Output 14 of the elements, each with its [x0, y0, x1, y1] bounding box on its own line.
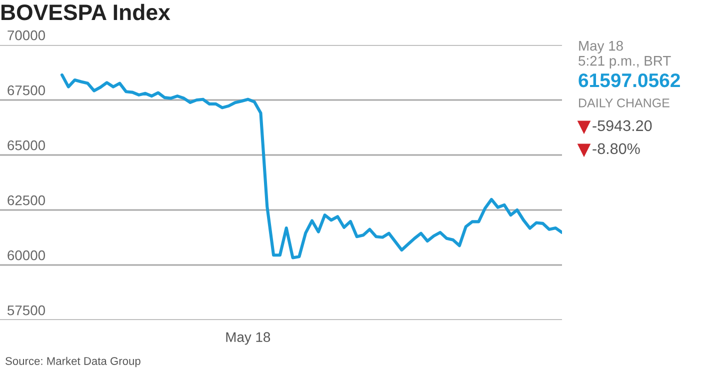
text: 5:21 p.m., BRT — [578, 56, 671, 68]
source-note: Source: Market Data Group — [6, 356, 140, 368]
y-tick-label: 65000 — [8, 140, 46, 150]
y-tick-label: 57500 — [8, 305, 46, 316]
text: DAILY CHANGE — [579, 98, 670, 108]
text: May 18 — [579, 40, 623, 54]
y-tick-label: 62500 — [8, 195, 46, 206]
text: -5943.20 — [592, 120, 652, 132]
chart-title: BOVESPA Index — [1, 4, 170, 20]
text: 61597.0562 — [578, 73, 680, 88]
y-tick-label: 60000 — [8, 250, 46, 260]
y-tick-label: 67500 — [8, 85, 46, 96]
y-tick-label: 70000 — [8, 30, 46, 40]
text: -8.80% — [592, 143, 640, 154]
